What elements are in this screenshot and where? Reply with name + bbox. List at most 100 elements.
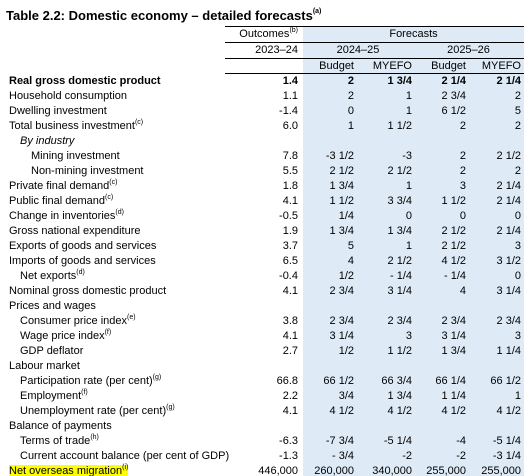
sub-head: MYEFO	[372, 60, 412, 72]
cell: 3/4	[338, 390, 354, 402]
label-text: Private final demand	[9, 180, 110, 192]
label-text: Balance of payments	[9, 420, 112, 432]
cell: 1	[405, 240, 412, 252]
label-text: Labour market	[9, 360, 80, 372]
sub-head: Budget	[319, 60, 354, 72]
cell: 1 3/4	[329, 180, 354, 192]
col-text: Outcomes	[239, 28, 290, 40]
year: 2024–25	[336, 44, 380, 56]
label-text: Exports of goods and services	[9, 240, 157, 252]
note: (g)	[166, 404, 175, 411]
cell: 1	[514, 390, 521, 402]
cell: 66.8	[276, 375, 298, 387]
row-label: Prices and wages	[9, 299, 96, 313]
cell: 66 1/2	[490, 375, 521, 387]
row-label: Terms of trade(h)	[20, 434, 99, 448]
cell: 2 1/2	[441, 240, 466, 252]
row-label: GDP deflator	[20, 344, 83, 358]
cell: 2	[514, 90, 521, 102]
cell: 2 1/2	[496, 150, 521, 162]
label-text: By industry	[20, 135, 75, 147]
cell: 66 3/4	[381, 375, 412, 387]
label-text: Net exports	[20, 270, 77, 282]
cell: 446,000	[258, 465, 298, 476]
cell: - 1/4	[443, 270, 466, 282]
label-text: Wage price index	[20, 330, 105, 342]
cell: 2.7	[282, 345, 298, 357]
row-label: Mining investment	[31, 149, 120, 163]
cell: 255,000	[481, 465, 521, 476]
cell: -1.4	[279, 105, 298, 117]
cell: 1 3/4	[441, 345, 466, 357]
cell: -3 1/2	[325, 150, 354, 162]
row-label: Consumer price index(e)	[20, 314, 136, 328]
cell: 3 1/4	[441, 330, 466, 342]
cell: 4 1/2	[441, 405, 466, 417]
note: (f)	[104, 329, 112, 336]
label-text: Current account balance (per cent of GDP…	[20, 450, 230, 462]
cell: 4	[347, 255, 354, 267]
label-text: Real gross domestic product	[9, 75, 161, 87]
note: (a)	[312, 8, 322, 15]
cell: 2 1/2	[387, 165, 412, 177]
forecast-shade	[303, 27, 524, 476]
cell: 2 1/4	[496, 180, 521, 192]
cell: -5 1/4	[492, 435, 521, 447]
cell: 4	[459, 285, 466, 297]
label-text: Change in inventories	[9, 210, 116, 222]
sub-head: Budget	[431, 60, 466, 72]
cell: 340,000	[372, 465, 412, 476]
note: (h)	[90, 434, 99, 441]
label-text: Gross national expenditure	[9, 225, 141, 237]
cell: -2	[456, 450, 466, 462]
cell: 2	[347, 75, 354, 87]
label-text: Public final demand	[9, 195, 106, 207]
cell: 2 1/4	[441, 75, 466, 87]
label-text: Imports of goods and services	[9, 255, 156, 267]
cell: - 1/4	[389, 270, 412, 282]
cell: 6.0	[282, 120, 298, 132]
cell: 2 3/4	[387, 315, 412, 327]
row-label: Non-mining investment	[31, 164, 144, 178]
cell: 0	[514, 270, 521, 282]
col-head: Forecasts	[389, 28, 438, 40]
cell: -5 1/4	[383, 435, 412, 447]
label-text: Employment	[20, 390, 82, 402]
row-label: Current account balance (per cent of GDP…	[20, 449, 229, 463]
rule	[225, 73, 524, 74]
rule	[225, 26, 524, 27]
cell: 3 1/2	[496, 255, 521, 267]
cell: 1	[405, 105, 412, 117]
cell: 6.5	[282, 255, 298, 267]
row-label: Wage price index(f)	[20, 329, 111, 343]
cell: 1.4	[282, 75, 298, 87]
rule	[225, 42, 524, 43]
note: (d)	[115, 209, 124, 216]
row-label: By industry	[20, 134, 74, 148]
row-label: Unemployment rate (per cent)(g)	[20, 404, 175, 418]
cell: 1 1/2	[387, 120, 412, 132]
note: (i)	[122, 464, 129, 471]
cell: -3	[402, 150, 412, 162]
cell: 5.5	[282, 165, 298, 177]
cell: 3.7	[282, 240, 298, 252]
cell: 3 1/4	[329, 330, 354, 342]
row-label: Gross national expenditure	[9, 224, 140, 238]
cell: -7 3/4	[325, 435, 354, 447]
year: 2025–26	[447, 44, 490, 56]
cell: 3 3/4	[387, 195, 412, 207]
cell: 2 1/2	[387, 255, 412, 267]
row-label: Imports of goods and services	[9, 254, 156, 268]
row-label: Real gross domestic product	[9, 74, 161, 88]
cell: 1	[405, 90, 412, 102]
row-label: Net exports(d)	[20, 269, 85, 283]
label-text: Nominal gross domestic product	[9, 285, 167, 297]
cell: -0.5	[279, 210, 298, 222]
row-label: Balance of payments	[9, 419, 112, 433]
row-label: Net overseas migration(i)	[9, 464, 129, 476]
cell: 5	[514, 105, 521, 117]
label-text: Consumer price index	[20, 315, 127, 327]
cell: 2	[514, 165, 521, 177]
cell: 1/4	[338, 210, 354, 222]
label-text: Mining investment	[31, 150, 120, 162]
